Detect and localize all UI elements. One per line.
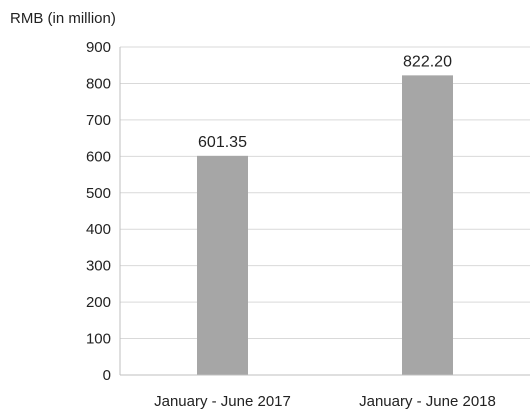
x-tick-label: January - June 2018 bbox=[359, 393, 496, 410]
value-labels: 601.35 822.20 bbox=[198, 53, 452, 150]
data-label: 601.35 bbox=[198, 134, 247, 151]
y-tick-label: 800 bbox=[86, 75, 111, 92]
x-axis-ticks: January - June 2017 January - June 2018 bbox=[154, 393, 496, 410]
y-tick-label: 300 bbox=[86, 258, 111, 275]
y-tick-label: 200 bbox=[86, 294, 111, 311]
data-label: 822.20 bbox=[403, 53, 452, 70]
y-tick-label: 100 bbox=[86, 331, 111, 348]
y-axis-label: RMB (in million) bbox=[10, 10, 116, 27]
y-tick-label: 500 bbox=[86, 185, 111, 202]
y-tick-label: 700 bbox=[86, 112, 111, 129]
x-tick-label: January - June 2017 bbox=[154, 393, 291, 410]
y-axis-ticks: 0 100 200 300 400 500 600 700 800 900 bbox=[86, 39, 111, 384]
y-tick-label: 900 bbox=[86, 39, 111, 56]
y-tick-label: 0 bbox=[103, 367, 111, 384]
y-tick-label: 400 bbox=[86, 221, 111, 238]
bar bbox=[197, 155, 248, 375]
bars bbox=[197, 75, 453, 376]
bar bbox=[402, 75, 453, 376]
gridlines bbox=[119, 46, 530, 375]
y-tick-label: 600 bbox=[86, 148, 111, 165]
